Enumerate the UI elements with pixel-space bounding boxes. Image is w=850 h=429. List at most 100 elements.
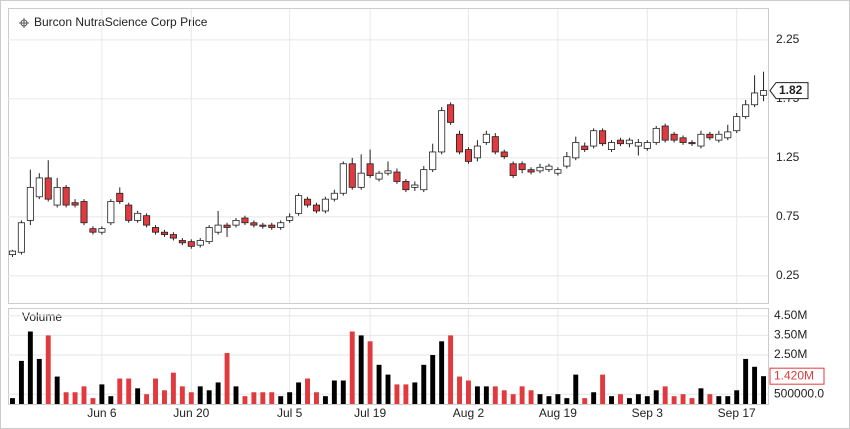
candle-body xyxy=(697,133,705,147)
candle-body xyxy=(35,177,43,198)
y-tick-label: 2.50M xyxy=(774,347,807,361)
candle-body xyxy=(464,149,473,162)
candle-body xyxy=(715,133,723,141)
volume-bar xyxy=(564,398,570,404)
x-tick-label: Jul 19 xyxy=(354,406,386,420)
candle-body xyxy=(125,204,133,221)
candle-body xyxy=(652,127,660,143)
volume-bar xyxy=(653,390,659,404)
y-tick-label: 2.25 xyxy=(776,32,800,46)
candle-body xyxy=(8,250,16,256)
volume-bar xyxy=(269,392,275,404)
volume-bar xyxy=(296,382,302,404)
last-volume-tag xyxy=(769,367,825,385)
x-tick-label: Jul 5 xyxy=(277,406,303,420)
candle-body xyxy=(742,104,750,117)
y-tick-label: 0.75 xyxy=(776,209,800,223)
x-tick-label: Jun 20 xyxy=(173,406,209,420)
candle-body xyxy=(44,177,52,200)
candle-body xyxy=(509,163,517,176)
volume-bar xyxy=(662,386,668,404)
candle-body xyxy=(384,170,392,174)
candle-body xyxy=(518,163,526,171)
volume-bar xyxy=(501,390,507,404)
volume-bar xyxy=(483,386,489,404)
y-tick-label: 4.50M xyxy=(774,308,807,322)
candle-body xyxy=(286,216,294,221)
volume-bar xyxy=(358,335,364,404)
volume-bar xyxy=(537,394,543,404)
x-tick-label: Jun 6 xyxy=(87,406,117,420)
volume-bar xyxy=(45,335,51,404)
candle-body xyxy=(89,228,97,233)
candle-body xyxy=(107,201,115,224)
volume-bar xyxy=(63,392,69,404)
volume-bar xyxy=(725,396,731,404)
candle-body xyxy=(491,136,499,153)
candle-body xyxy=(277,222,285,228)
candle-body xyxy=(214,224,222,233)
volume-bar xyxy=(635,394,641,404)
candle-body xyxy=(751,92,759,106)
candle-body xyxy=(321,198,329,212)
volume-bar xyxy=(10,398,15,404)
candle-body xyxy=(223,224,231,228)
candle-body xyxy=(599,130,607,145)
candle-body xyxy=(330,192,338,200)
candle-body xyxy=(17,222,25,253)
candle-body xyxy=(134,212,142,221)
volume-bar xyxy=(698,388,704,404)
candle-body xyxy=(187,241,195,247)
volume-panel xyxy=(8,308,769,405)
y-tick-label: 1.25 xyxy=(776,150,800,164)
volume-bar xyxy=(707,394,713,404)
candle-body xyxy=(250,222,258,226)
volume-bar xyxy=(448,335,454,404)
volume-bar xyxy=(412,382,418,404)
volume-bar xyxy=(233,386,239,404)
candle-body xyxy=(357,172,365,188)
candle-body xyxy=(402,181,410,191)
volume-bar xyxy=(322,396,328,404)
volume-bar xyxy=(36,358,42,404)
volume-bar xyxy=(117,378,123,404)
volume-bar xyxy=(251,392,257,404)
volume-bar xyxy=(680,394,686,404)
volume-bar xyxy=(430,355,436,404)
candle-body xyxy=(80,201,88,224)
candle-body xyxy=(375,172,383,180)
candle-body xyxy=(634,142,642,147)
volume-bar xyxy=(54,376,60,404)
volume-bar xyxy=(618,394,623,404)
volume-bar xyxy=(609,396,614,404)
volume-bar xyxy=(439,341,445,404)
candle-body xyxy=(98,228,106,233)
x-tick-label: Aug 19 xyxy=(539,406,577,420)
volume-bar xyxy=(188,392,194,404)
candle-body xyxy=(151,227,160,233)
x-tick-label: Sep 17 xyxy=(718,406,756,420)
volume-bar xyxy=(492,386,498,404)
volume-bar xyxy=(278,396,284,404)
candle-body xyxy=(411,184,419,188)
candle-body xyxy=(455,133,464,153)
candle-body xyxy=(661,125,669,141)
volume-bar xyxy=(27,331,33,404)
candle-body xyxy=(259,224,267,227)
volume-bar xyxy=(546,396,552,404)
crosshair-icon xyxy=(19,18,29,28)
candle-body xyxy=(482,133,490,143)
candle-body xyxy=(643,142,651,149)
volume-bar xyxy=(591,392,597,404)
volume-bar xyxy=(626,398,632,404)
candle-body xyxy=(268,224,276,228)
candle-body xyxy=(500,151,508,158)
volume-bar xyxy=(573,374,579,404)
volume-bar xyxy=(689,398,695,404)
candle-body xyxy=(196,240,204,246)
volume-bar xyxy=(403,384,409,404)
volume-bar xyxy=(600,374,606,404)
candle-body xyxy=(554,169,562,174)
